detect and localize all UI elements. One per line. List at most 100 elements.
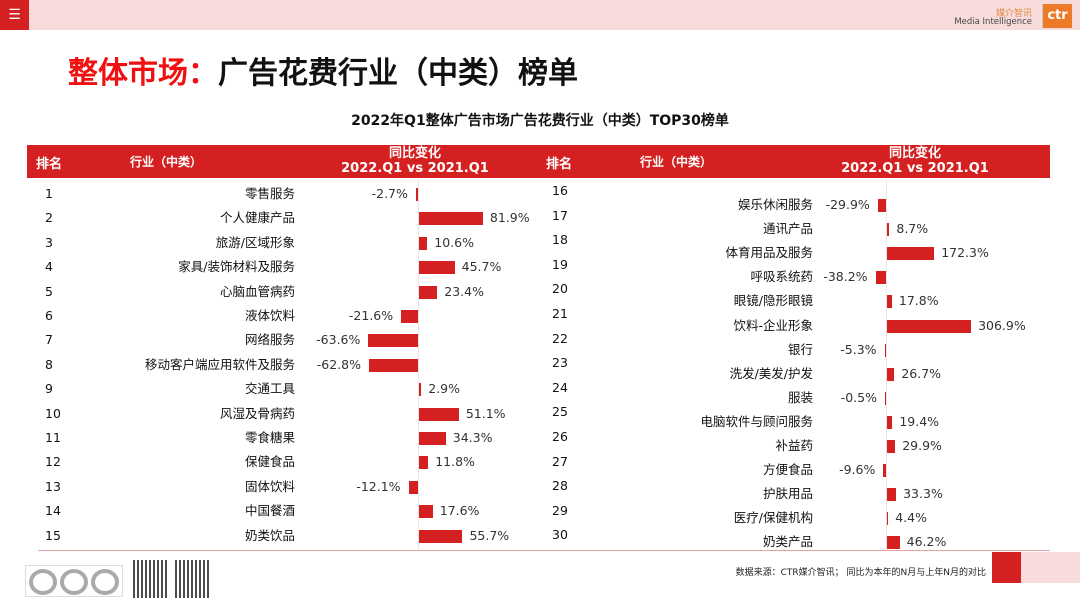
value-label: 51.1% (465, 405, 506, 421)
value-label: -29.9% (825, 197, 870, 212)
rank-cell: 30 (552, 527, 568, 543)
bar (419, 432, 446, 445)
value-label: 172.3% (941, 245, 989, 261)
rank-cell: 2 (45, 210, 53, 226)
industry-name: 网络服务 (244, 332, 295, 348)
menu-icon: ☰ (8, 7, 21, 23)
menu-button[interactable]: ☰ (0, 0, 29, 30)
industry-name: 固体饮料 (244, 478, 295, 494)
rank-cell: 24 (552, 379, 568, 395)
industry-name: 洗发/美发/护发 (729, 365, 813, 381)
bar (885, 391, 886, 405)
value-label: 10.6% (434, 234, 474, 250)
rank-cell: 4 (45, 259, 53, 275)
rank-cell: 28 (552, 478, 568, 494)
bar (887, 295, 892, 309)
bar (877, 199, 886, 212)
table-header: 排名 行业（中类） 同比变化 2022.Q1 vs 2021.Q1 排名 行业（中… (27, 145, 1050, 178)
header-change-l2: 2022.Q1 vs 2021.Q1 (341, 161, 489, 176)
rank-cell: 17 (552, 207, 568, 223)
title-black: 广告花费行业（中类）榜单 (218, 56, 578, 91)
bar (887, 512, 889, 526)
footer-pink-block (1021, 552, 1080, 583)
rank-cell: 15 (45, 527, 61, 543)
bar (419, 285, 438, 299)
rank-cell: 13 (45, 478, 61, 494)
rank-cell: 14 (45, 503, 61, 519)
qr-code-2 (175, 560, 211, 598)
industry-name: 零售服务 (244, 186, 295, 201)
zero-axis-right (886, 180, 887, 550)
value-label: -63.6% (316, 332, 361, 348)
bar (887, 247, 935, 261)
industry-name: 呼吸系统药 (750, 269, 813, 285)
header-change-r2: 2022.Q1 vs 2021.Q1 (841, 161, 989, 176)
logo-en: Media Intelligence (954, 17, 1032, 27)
rank-cell: 21 (552, 306, 568, 321)
header-industry-left: 行业（中类） (130, 155, 203, 169)
header-industry-right: 行业（中类） (640, 155, 713, 169)
rank-cell: 18 (552, 232, 568, 248)
industry-name: 电脑软件与顾问服务 (700, 413, 813, 429)
bar (419, 456, 429, 470)
rank-cell: 29 (552, 502, 568, 518)
industry-name: 液体饮料 (244, 308, 295, 323)
value-label: 46.2% (906, 534, 947, 550)
bar (887, 223, 890, 237)
top-bar (0, 0, 1080, 30)
value-label: 17.8% (898, 293, 939, 309)
industry-name: 风湿及骨病药 (219, 405, 295, 421)
value-label: -5.3% (840, 341, 877, 357)
value-label: 29.9% (902, 438, 942, 453)
bar (887, 440, 896, 453)
rank-cell: 10 (45, 405, 61, 421)
logo-cn: 媒介智讯 (995, 9, 1032, 19)
value-label: 34.3% (452, 430, 493, 445)
bar (415, 188, 418, 201)
value-label: -21.6% (348, 308, 394, 323)
zero-axis-left (418, 180, 419, 550)
page-title: 整体市场：广告花费行业（中类）榜单 (68, 48, 578, 92)
rank-cell: 7 (45, 332, 53, 348)
value-label: 23.4% (444, 283, 484, 299)
industry-name: 方便食品 (762, 462, 813, 478)
bar (408, 480, 418, 494)
rank-cell: 3 (45, 234, 53, 250)
industry-name: 体育用品及服务 (725, 245, 813, 261)
industry-name: 银行 (787, 341, 813, 357)
rank-cell: 25 (552, 404, 568, 420)
value-label: -9.6% (839, 462, 876, 478)
header-change-left: 同比变化 2022.Q1 vs 2021.Q1 (335, 146, 495, 176)
industry-name: 眼镜/隐形眼镜 (733, 293, 813, 309)
value-label: -2.7% (371, 186, 408, 201)
header-rank-left: 排名 (36, 157, 63, 172)
value-label: 306.9% (978, 317, 1026, 333)
header-change-l1: 同比变化 (388, 146, 441, 161)
value-label: 2.9% (428, 381, 461, 397)
industry-name: 移动客户端应用软件及服务 (144, 356, 295, 372)
industry-name: 零食糖果 (244, 430, 295, 445)
value-label: 17.6% (439, 503, 480, 519)
bar (883, 464, 886, 478)
rank-cell: 16 (552, 183, 568, 198)
rank-cell: 6 (45, 308, 53, 323)
industry-name: 中国餐酒 (244, 503, 295, 519)
rank-cell: 23 (552, 355, 568, 371)
industry-name: 奶类饮品 (244, 527, 295, 543)
title-red: 整体市场： (68, 56, 218, 91)
rank-cell: 12 (45, 454, 61, 470)
value-label: 19.4% (899, 413, 940, 429)
bar (401, 310, 418, 323)
bar (419, 212, 483, 226)
bar (887, 367, 895, 381)
industry-name: 旅游/区域形象 (215, 234, 295, 250)
rank-cell: 19 (552, 256, 568, 272)
industry-name: 医疗/保健机构 (733, 510, 813, 526)
bottom-line (38, 550, 1050, 551)
value-label: 45.7% (461, 259, 502, 275)
rank-cell: 20 (552, 281, 568, 297)
footer-red-block (992, 552, 1021, 583)
bar (369, 358, 418, 372)
value-label: -62.8% (316, 356, 362, 372)
bar (368, 334, 418, 348)
